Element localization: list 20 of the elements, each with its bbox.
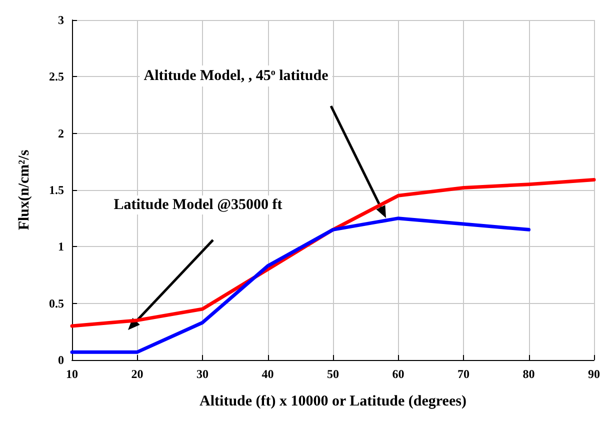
x-tick-label: 20	[131, 367, 144, 381]
y-tick-label: 1	[58, 240, 64, 254]
x-axis-title: Altitude (ft) x 10000 or Latitude (degrees)	[200, 394, 466, 410]
y-tick-label: 0	[58, 353, 64, 367]
x-tick-label: 80	[522, 367, 535, 381]
line-series	[70, 216, 530, 354]
y-tick-label: 1.5	[49, 183, 64, 197]
x-tick-label: 30	[196, 367, 208, 381]
y-tick-label: 2	[58, 126, 64, 140]
x-tick-label: 50	[327, 367, 339, 381]
y-tick-label: 3	[58, 13, 64, 27]
x-tick-label: 90	[588, 367, 600, 381]
x-tick-label: 10	[66, 367, 78, 381]
x-tick-label: 60	[392, 367, 404, 381]
annotation: Latitude Model @35000 ft	[114, 197, 282, 213]
x-tick-label: 70	[458, 367, 470, 381]
y-tick-label: 2.5	[49, 70, 64, 84]
y-axis-title: Flux(n/cm²/s	[16, 150, 32, 230]
x-tick-label: 40	[262, 367, 274, 381]
y-tick-label: 0.5	[49, 296, 64, 310]
